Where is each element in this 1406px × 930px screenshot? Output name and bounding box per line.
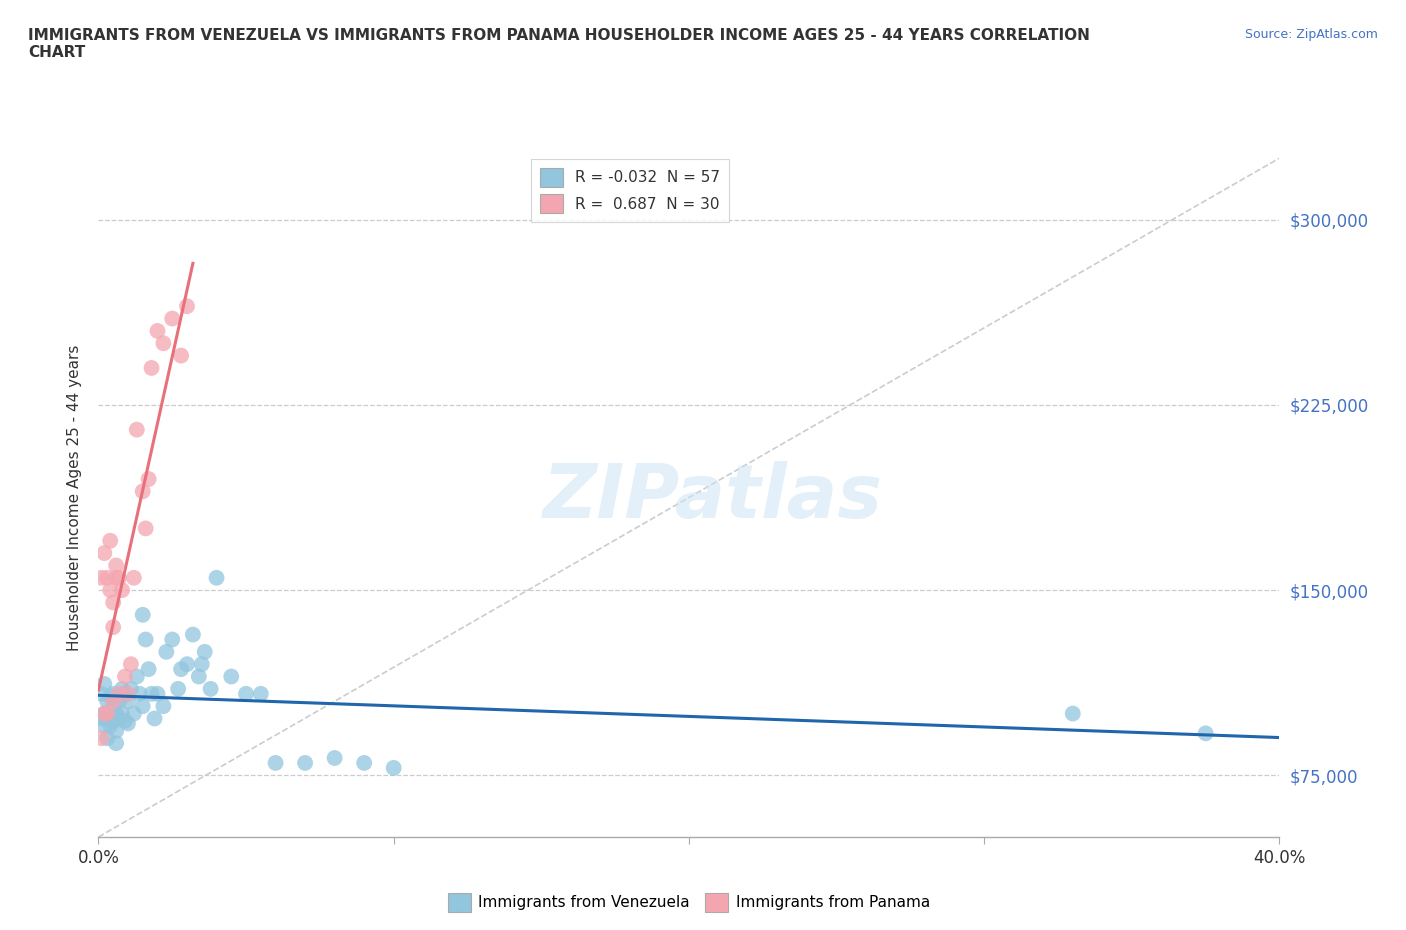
- Point: [155, 644, 177, 659]
- Point: [114, 713, 136, 728]
- Point: [146, 686, 169, 701]
- Point: [294, 755, 316, 770]
- Point: [90, 686, 112, 701]
- Point: [105, 706, 128, 721]
- Point: [117, 716, 139, 731]
- Point: [187, 669, 209, 684]
- Point: [250, 686, 273, 701]
- Point: [108, 694, 131, 709]
- Point: [93, 706, 115, 721]
- Point: [135, 521, 157, 536]
- Point: [181, 627, 204, 642]
- Point: [96, 694, 118, 709]
- Point: [125, 422, 148, 437]
- Point: [117, 686, 139, 701]
- Legend: Immigrants from Venezuela, Immigrants from Panama: Immigrants from Venezuela, Immigrants fr…: [441, 887, 936, 918]
- Point: [98, 583, 121, 598]
- Point: [93, 719, 115, 734]
- Point: [264, 755, 287, 770]
- Point: [103, 698, 125, 713]
- Text: IMMIGRANTS FROM VENEZUELA VS IMMIGRANTS FROM PANAMA HOUSEHOLDER INCOME AGES 25 -: IMMIGRANTS FROM VENEZUELA VS IMMIGRANTS …: [28, 28, 1090, 60]
- Point: [98, 689, 121, 704]
- Point: [191, 657, 214, 671]
- Point: [167, 682, 190, 697]
- Point: [120, 682, 142, 697]
- Point: [105, 570, 128, 585]
- Point: [108, 711, 131, 726]
- Point: [162, 632, 183, 647]
- Point: [235, 686, 257, 701]
- Point: [200, 682, 222, 697]
- Point: [138, 472, 160, 486]
- Point: [128, 686, 150, 701]
- Point: [93, 546, 115, 561]
- Point: [152, 336, 174, 351]
- Point: [105, 724, 128, 738]
- Point: [93, 706, 115, 721]
- Point: [108, 686, 131, 701]
- Point: [105, 736, 128, 751]
- Point: [194, 644, 217, 659]
- Point: [122, 570, 145, 585]
- Point: [93, 676, 115, 691]
- Point: [103, 595, 125, 610]
- Point: [152, 698, 174, 713]
- Y-axis label: Householder Income Ages 25 - 44 years: Householder Income Ages 25 - 44 years: [66, 344, 82, 651]
- Point: [132, 698, 155, 713]
- Point: [170, 348, 193, 363]
- Point: [323, 751, 346, 765]
- Point: [205, 570, 228, 585]
- Point: [98, 533, 121, 548]
- Point: [96, 711, 118, 726]
- Point: [1195, 726, 1218, 741]
- Point: [96, 570, 118, 585]
- Point: [176, 299, 198, 313]
- Point: [135, 632, 157, 647]
- Point: [108, 570, 131, 585]
- Text: Source: ZipAtlas.com: Source: ZipAtlas.com: [1244, 28, 1378, 41]
- Point: [96, 731, 118, 746]
- Point: [96, 706, 118, 721]
- Point: [1062, 706, 1084, 721]
- Point: [176, 657, 198, 671]
- Point: [103, 713, 125, 728]
- Point: [138, 661, 160, 676]
- Point: [143, 711, 166, 726]
- Text: ZIPatlas: ZIPatlas: [543, 461, 883, 534]
- Point: [105, 558, 128, 573]
- Point: [141, 361, 163, 376]
- Point: [103, 619, 125, 634]
- Point: [125, 669, 148, 684]
- Point: [382, 761, 405, 776]
- Point: [120, 657, 142, 671]
- Point: [353, 755, 375, 770]
- Point: [98, 719, 121, 734]
- Point: [90, 570, 112, 585]
- Point: [132, 484, 155, 498]
- Point: [146, 324, 169, 339]
- Point: [111, 583, 134, 598]
- Point: [141, 686, 163, 701]
- Point: [132, 607, 155, 622]
- Point: [170, 661, 193, 676]
- Point: [111, 682, 134, 697]
- Point: [111, 706, 134, 721]
- Point: [219, 669, 242, 684]
- Point: [117, 694, 139, 709]
- Point: [90, 731, 112, 746]
- Point: [122, 706, 145, 721]
- Point: [103, 694, 125, 709]
- Point: [114, 686, 136, 701]
- Point: [90, 711, 112, 726]
- Point: [162, 312, 183, 326]
- Point: [114, 669, 136, 684]
- Point: [103, 686, 125, 701]
